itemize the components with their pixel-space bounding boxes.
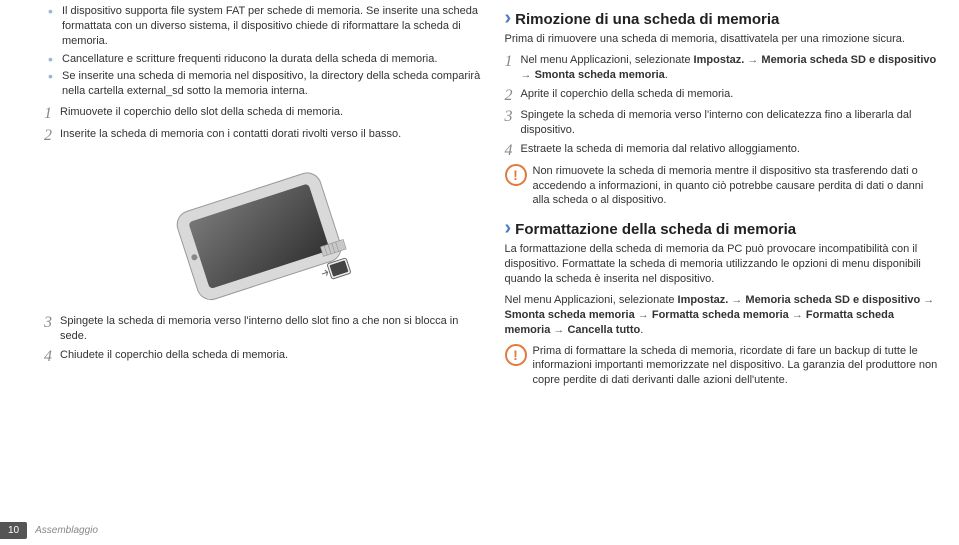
text: . [665,69,668,81]
step-number: 3 [505,108,521,138]
arrow: → [550,324,567,336]
step-text: Estraete la scheda di memoria dal relati… [521,142,942,160]
bullet-item: Il dispositivo supporta file system FAT … [58,4,481,49]
step-number: 4 [44,348,60,366]
warning-icon: ! [505,344,527,366]
step-text: Spingete la scheda di memoria verso l'in… [60,314,481,344]
text: . [640,324,643,336]
section-lead: Prima di rimuovere una scheda di memoria… [505,32,942,47]
chevron-icon: › [505,8,512,28]
arrow: → [521,69,535,81]
bold-text: Cancella tutto [567,324,640,336]
step-text: Spingete la scheda di memoria verso l'in… [521,108,942,138]
step-3: 3 Spingete la scheda di memoria verso l'… [505,108,942,138]
text: Nel menu Applicazioni, selezionate [505,294,678,306]
bold-text: Impostaz. [678,294,729,306]
warning-text: Prima di formattare la scheda di memoria… [533,344,942,389]
step-number: 4 [505,142,521,160]
step-number: 2 [44,127,60,145]
bold-text: Memoria scheda SD e dispositivo [761,54,936,66]
page-content: Il dispositivo supporta file system FAT … [0,0,959,514]
right-column: › Rimozione di una scheda di memoria Pri… [505,4,942,514]
page-footer: 10 Assemblaggio [0,522,98,539]
step-2: 2 Inserite la scheda di memoria con i co… [44,127,481,145]
bold-text: Formatta scheda memoria [652,309,789,321]
step-3: 3 Spingete la scheda di memoria verso l'… [44,314,481,344]
bold-text: Smonta scheda memoria [535,69,665,81]
step-number: 1 [505,53,521,83]
section-title: Rimozione di una scheda di memoria [515,10,779,30]
arrow: → [789,309,806,321]
step-number: 2 [505,87,521,105]
arrow: → [728,294,745,306]
step-text: Inserite la scheda di memoria con i cont… [60,127,481,145]
bold-text: Memoria scheda SD e dispositivo [745,294,920,306]
step-number: 3 [44,314,60,344]
section-title: Formattazione della scheda di memoria [515,220,796,240]
info-bullets: Il dispositivo supporta file system FAT … [44,4,481,99]
text: Nel menu Applicazioni, selezionate [521,54,694,66]
warning-text: Non rimuovete la scheda di memoria mentr… [533,164,942,209]
step-4: 4 Chiudete il coperchio della scheda di … [44,348,481,366]
step-text: Aprite il coperchio della scheda di memo… [521,87,942,105]
bold-text: Impostaz. [694,54,745,66]
paragraph: La formattazione della scheda di memoria… [505,242,942,287]
paragraph: Nel menu Applicazioni, selezionate Impos… [505,293,942,338]
footer-label: Assemblaggio [35,525,98,536]
warning-box: ! Prima di formattare la scheda di memor… [505,344,942,389]
step-1: 1 Nel menu Applicazioni, selezionate Imp… [505,53,942,83]
device-illustration [44,154,481,304]
step-4: 4 Estraete la scheda di memoria dal rela… [505,142,942,160]
bold-text: Smonta scheda memoria [505,309,635,321]
step-text: Rimuovete il coperchio dello slot della … [60,105,481,123]
warning-icon: ! [505,164,527,186]
arrow: → [920,294,934,306]
page-number: 10 [0,522,27,539]
step-text: Chiudete il coperchio della scheda di me… [60,348,481,366]
step-2: 2 Aprite il coperchio della scheda di me… [505,87,942,105]
arrow: → [744,54,761,66]
step-text: Nel menu Applicazioni, selezionate Impos… [521,53,942,83]
arrow: → [635,309,652,321]
bullet-item: Se inserite una scheda di memoria nel di… [58,69,481,99]
chevron-icon: › [505,218,512,238]
warning-box: ! Non rimuovete la scheda di memoria men… [505,164,942,209]
bullet-item: Cancellature e scritture frequenti riduc… [58,52,481,67]
step-1: 1 Rimuovete il coperchio dello slot dell… [44,105,481,123]
left-column: Il dispositivo supporta file system FAT … [44,4,481,514]
section-heading: › Rimozione di una scheda di memoria [505,8,942,30]
step-number: 1 [44,105,60,123]
section-heading: › Formattazione della scheda di memoria [505,218,942,240]
